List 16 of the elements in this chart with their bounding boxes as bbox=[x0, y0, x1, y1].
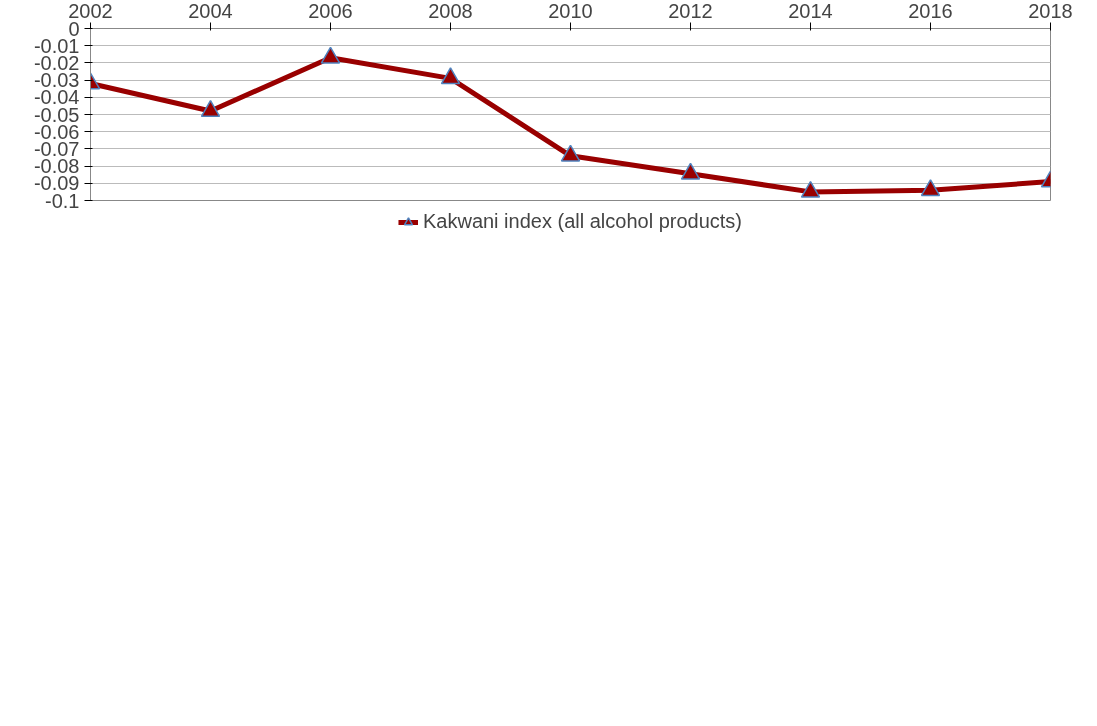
point bbox=[920, 179, 941, 197]
x-tick-label: 2004 bbox=[188, 0, 233, 22]
point bbox=[800, 180, 821, 198]
x-tick-label: 2018 bbox=[1028, 0, 1073, 22]
point bbox=[680, 162, 701, 180]
point bbox=[440, 67, 461, 85]
x-tick-label: 2008 bbox=[428, 0, 473, 22]
point bbox=[200, 99, 221, 118]
point bbox=[560, 144, 581, 162]
x-tick-label: 2016 bbox=[908, 0, 953, 22]
point bbox=[320, 46, 341, 64]
x-tick-label: 2014 bbox=[788, 0, 833, 22]
legend-label: Kakwani index (all alcohol products) bbox=[422, 210, 743, 233]
x-tick-label: 2006 bbox=[308, 0, 353, 22]
x-tick-label: 2010 bbox=[548, 0, 593, 22]
x-tick-label: 2012 bbox=[668, 0, 713, 22]
